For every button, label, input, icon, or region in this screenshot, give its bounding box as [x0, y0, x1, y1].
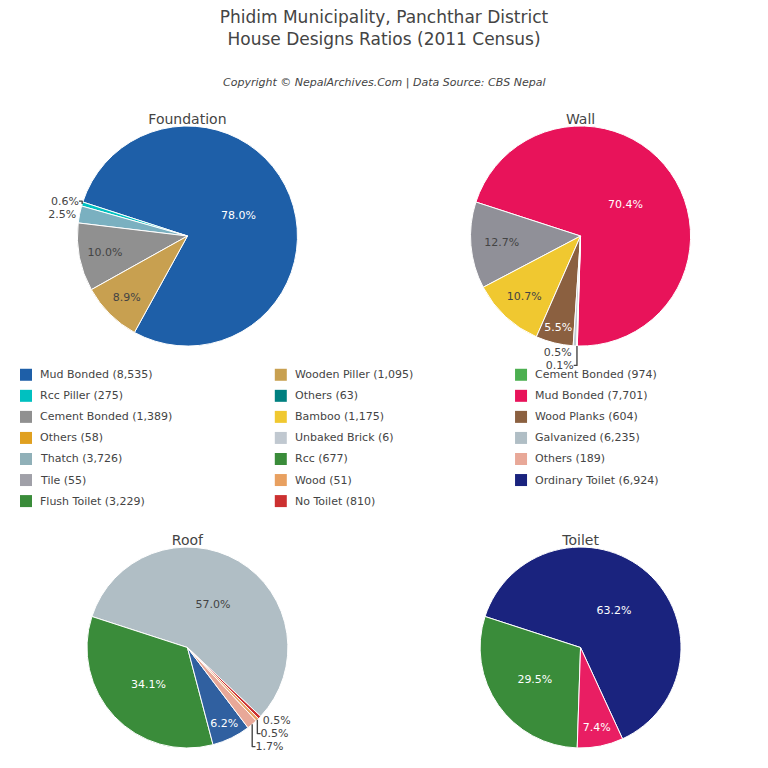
svg-text:10.0%: 10.0% [87, 246, 122, 259]
svg-text:12.7%: 12.7% [484, 236, 519, 249]
svg-text:Thatch (3,726): Thatch (3,726) [40, 452, 122, 465]
svg-text:10.7%: 10.7% [507, 290, 542, 303]
svg-text:No Toilet (810): No Toilet (810) [295, 495, 375, 508]
svg-text:Wooden Piller (1,095): Wooden Piller (1,095) [295, 368, 413, 381]
svg-text:70.4%: 70.4% [608, 198, 643, 211]
svg-text:5.5%: 5.5% [544, 321, 572, 334]
svg-text:0.1%: 0.1% [546, 359, 574, 372]
svg-text:Copyright © NepalArchives.Com: Copyright © NepalArchives.Com | Data Sou… [223, 76, 545, 89]
svg-text:7.4%: 7.4% [583, 721, 611, 734]
svg-text:Others (63): Others (63) [295, 389, 358, 402]
svg-text:Ordinary Toilet (6,924): Ordinary Toilet (6,924) [535, 474, 659, 487]
svg-text:Toilet: Toilet [561, 532, 599, 548]
svg-text:29.5%: 29.5% [517, 673, 552, 686]
svg-text:0.5%: 0.5% [263, 714, 291, 727]
svg-text:34.1%: 34.1% [131, 678, 166, 691]
svg-text:Phidim Municipality, Panchthar: Phidim Municipality, Panchthar DistrictH… [220, 7, 549, 49]
svg-text:Galvanized (6,235): Galvanized (6,235) [535, 431, 640, 444]
svg-text:6.2%: 6.2% [210, 717, 238, 730]
svg-text:Bamboo (1,175): Bamboo (1,175) [295, 410, 384, 423]
svg-text:Roof: Roof [172, 532, 204, 548]
svg-text:Tile (55): Tile (55) [40, 474, 86, 487]
svg-text:Cement Bonded (974): Cement Bonded (974) [535, 368, 657, 381]
svg-text:Others (189): Others (189) [535, 452, 605, 465]
svg-text:1.7%: 1.7% [255, 740, 283, 753]
svg-text:78.0%: 78.0% [221, 209, 256, 222]
svg-text:Others (58): Others (58) [40, 431, 103, 444]
svg-text:0.5%: 0.5% [544, 346, 572, 359]
svg-text:0.6%: 0.6% [51, 195, 79, 208]
svg-text:63.2%: 63.2% [596, 604, 631, 617]
svg-text:0.5%: 0.5% [261, 727, 289, 740]
svg-text:Rcc Piller (275): Rcc Piller (275) [40, 389, 123, 402]
svg-text:Wood Planks (604): Wood Planks (604) [535, 410, 638, 423]
svg-text:Unbaked Brick (6): Unbaked Brick (6) [295, 431, 394, 444]
svg-text:Mud Bonded (8,535): Mud Bonded (8,535) [40, 368, 153, 381]
svg-text:Rcc (677): Rcc (677) [295, 452, 348, 465]
svg-text:8.9%: 8.9% [113, 291, 141, 304]
svg-text:Cement Bonded (1,389): Cement Bonded (1,389) [40, 410, 172, 423]
svg-text:Wood (51): Wood (51) [295, 474, 352, 487]
svg-text:2.5%: 2.5% [48, 208, 76, 221]
svg-text:Wall: Wall [566, 111, 595, 127]
svg-text:57.0%: 57.0% [196, 598, 231, 611]
svg-text:Mud Bonded (7,701): Mud Bonded (7,701) [535, 389, 648, 402]
svg-text:Flush Toilet (3,229): Flush Toilet (3,229) [40, 495, 145, 508]
svg-text:Foundation: Foundation [148, 111, 226, 127]
